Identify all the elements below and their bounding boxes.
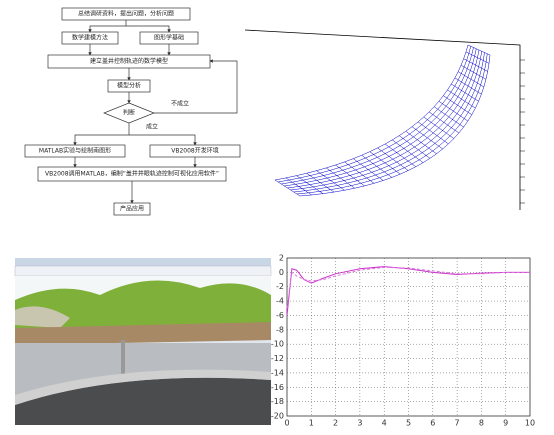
y-tick-label: 2 [279,254,284,263]
step-text: 判断 [123,109,135,117]
step-text: 产品应用 [120,205,144,213]
step-text: 数学建模方法 [72,34,108,42]
trajectory-surface [15,377,271,425]
x-tick-label: 4 [382,419,387,428]
step-text: MATLAB实验与绘制南图形 [39,147,111,155]
y-tick-label: -16 [271,383,284,392]
mesh-line [293,52,485,193]
wellbore [121,340,125,380]
y-tick-label: -4 [276,297,284,306]
x-tick-label: 9 [503,419,508,428]
arrow [129,134,197,146]
menu-bar [14,265,272,277]
mesh-line [290,51,482,191]
step-text: VB2008调用MATLAB，编制“盖井井眼轨迹控制可视化应用软件” [45,170,219,178]
x-tick-label: 0 [284,419,289,428]
x-tick-label: 3 [357,419,362,428]
arrow [73,123,130,146]
mesh-line [278,46,471,183]
software-screenshot [14,258,272,425]
terrain [15,280,271,330]
flowchart: 总结调研资料，提出问题，分析问题 数学建模方法 图形学基础 建立盖井控制轨迹的数… [15,3,243,216]
x-tick-label: 7 [455,419,460,428]
x-tick-label: 2 [333,419,338,428]
title-bar [15,258,271,266]
mesh-line [287,49,480,189]
river [15,306,70,328]
y-tick-label: -14 [271,368,284,377]
wireframe-3d [244,29,525,210]
line-series [286,266,530,309]
mesh-line [284,48,477,187]
mesh-line [299,54,491,197]
x-tick-label: 8 [479,419,484,428]
y-tick-label: -6 [276,311,284,320]
arrow [88,20,127,33]
branch-label: 不成立 [171,100,189,108]
step-text: VB2008开发环境 [171,147,219,155]
rock-layer [15,322,271,345]
x-tick-label: 6 [430,419,435,428]
step-text: 图形学基础 [154,34,184,42]
y-tick-label: -20 [271,412,284,421]
trajectory-edge [15,369,271,405]
arrow [154,59,238,114]
y-tick-label: -18 [271,397,284,406]
arrow [126,25,171,33]
mesh-line [274,44,469,181]
y-tick-label: -8 [276,325,284,334]
branch-label: 成立 [146,123,158,131]
step-text: 建立盖井控制轨迹的数学模型 [90,57,168,65]
step-text: 总结调研资料，提出问题，分析问题 [78,10,174,18]
y-tick-label: -12 [271,354,284,363]
y-tick-label: -10 [271,340,284,349]
mesh-line [296,53,488,195]
x-tick-label: 5 [406,419,411,428]
axis-frame [244,29,521,210]
x-tick-label: 1 [309,419,314,428]
y-tick-label: 0 [279,268,284,277]
y-tick-label: -2 [276,282,284,291]
mesh-line [281,47,474,185]
x-tick-label: 10 [525,419,535,428]
step-text: 模型分析 [117,82,141,90]
